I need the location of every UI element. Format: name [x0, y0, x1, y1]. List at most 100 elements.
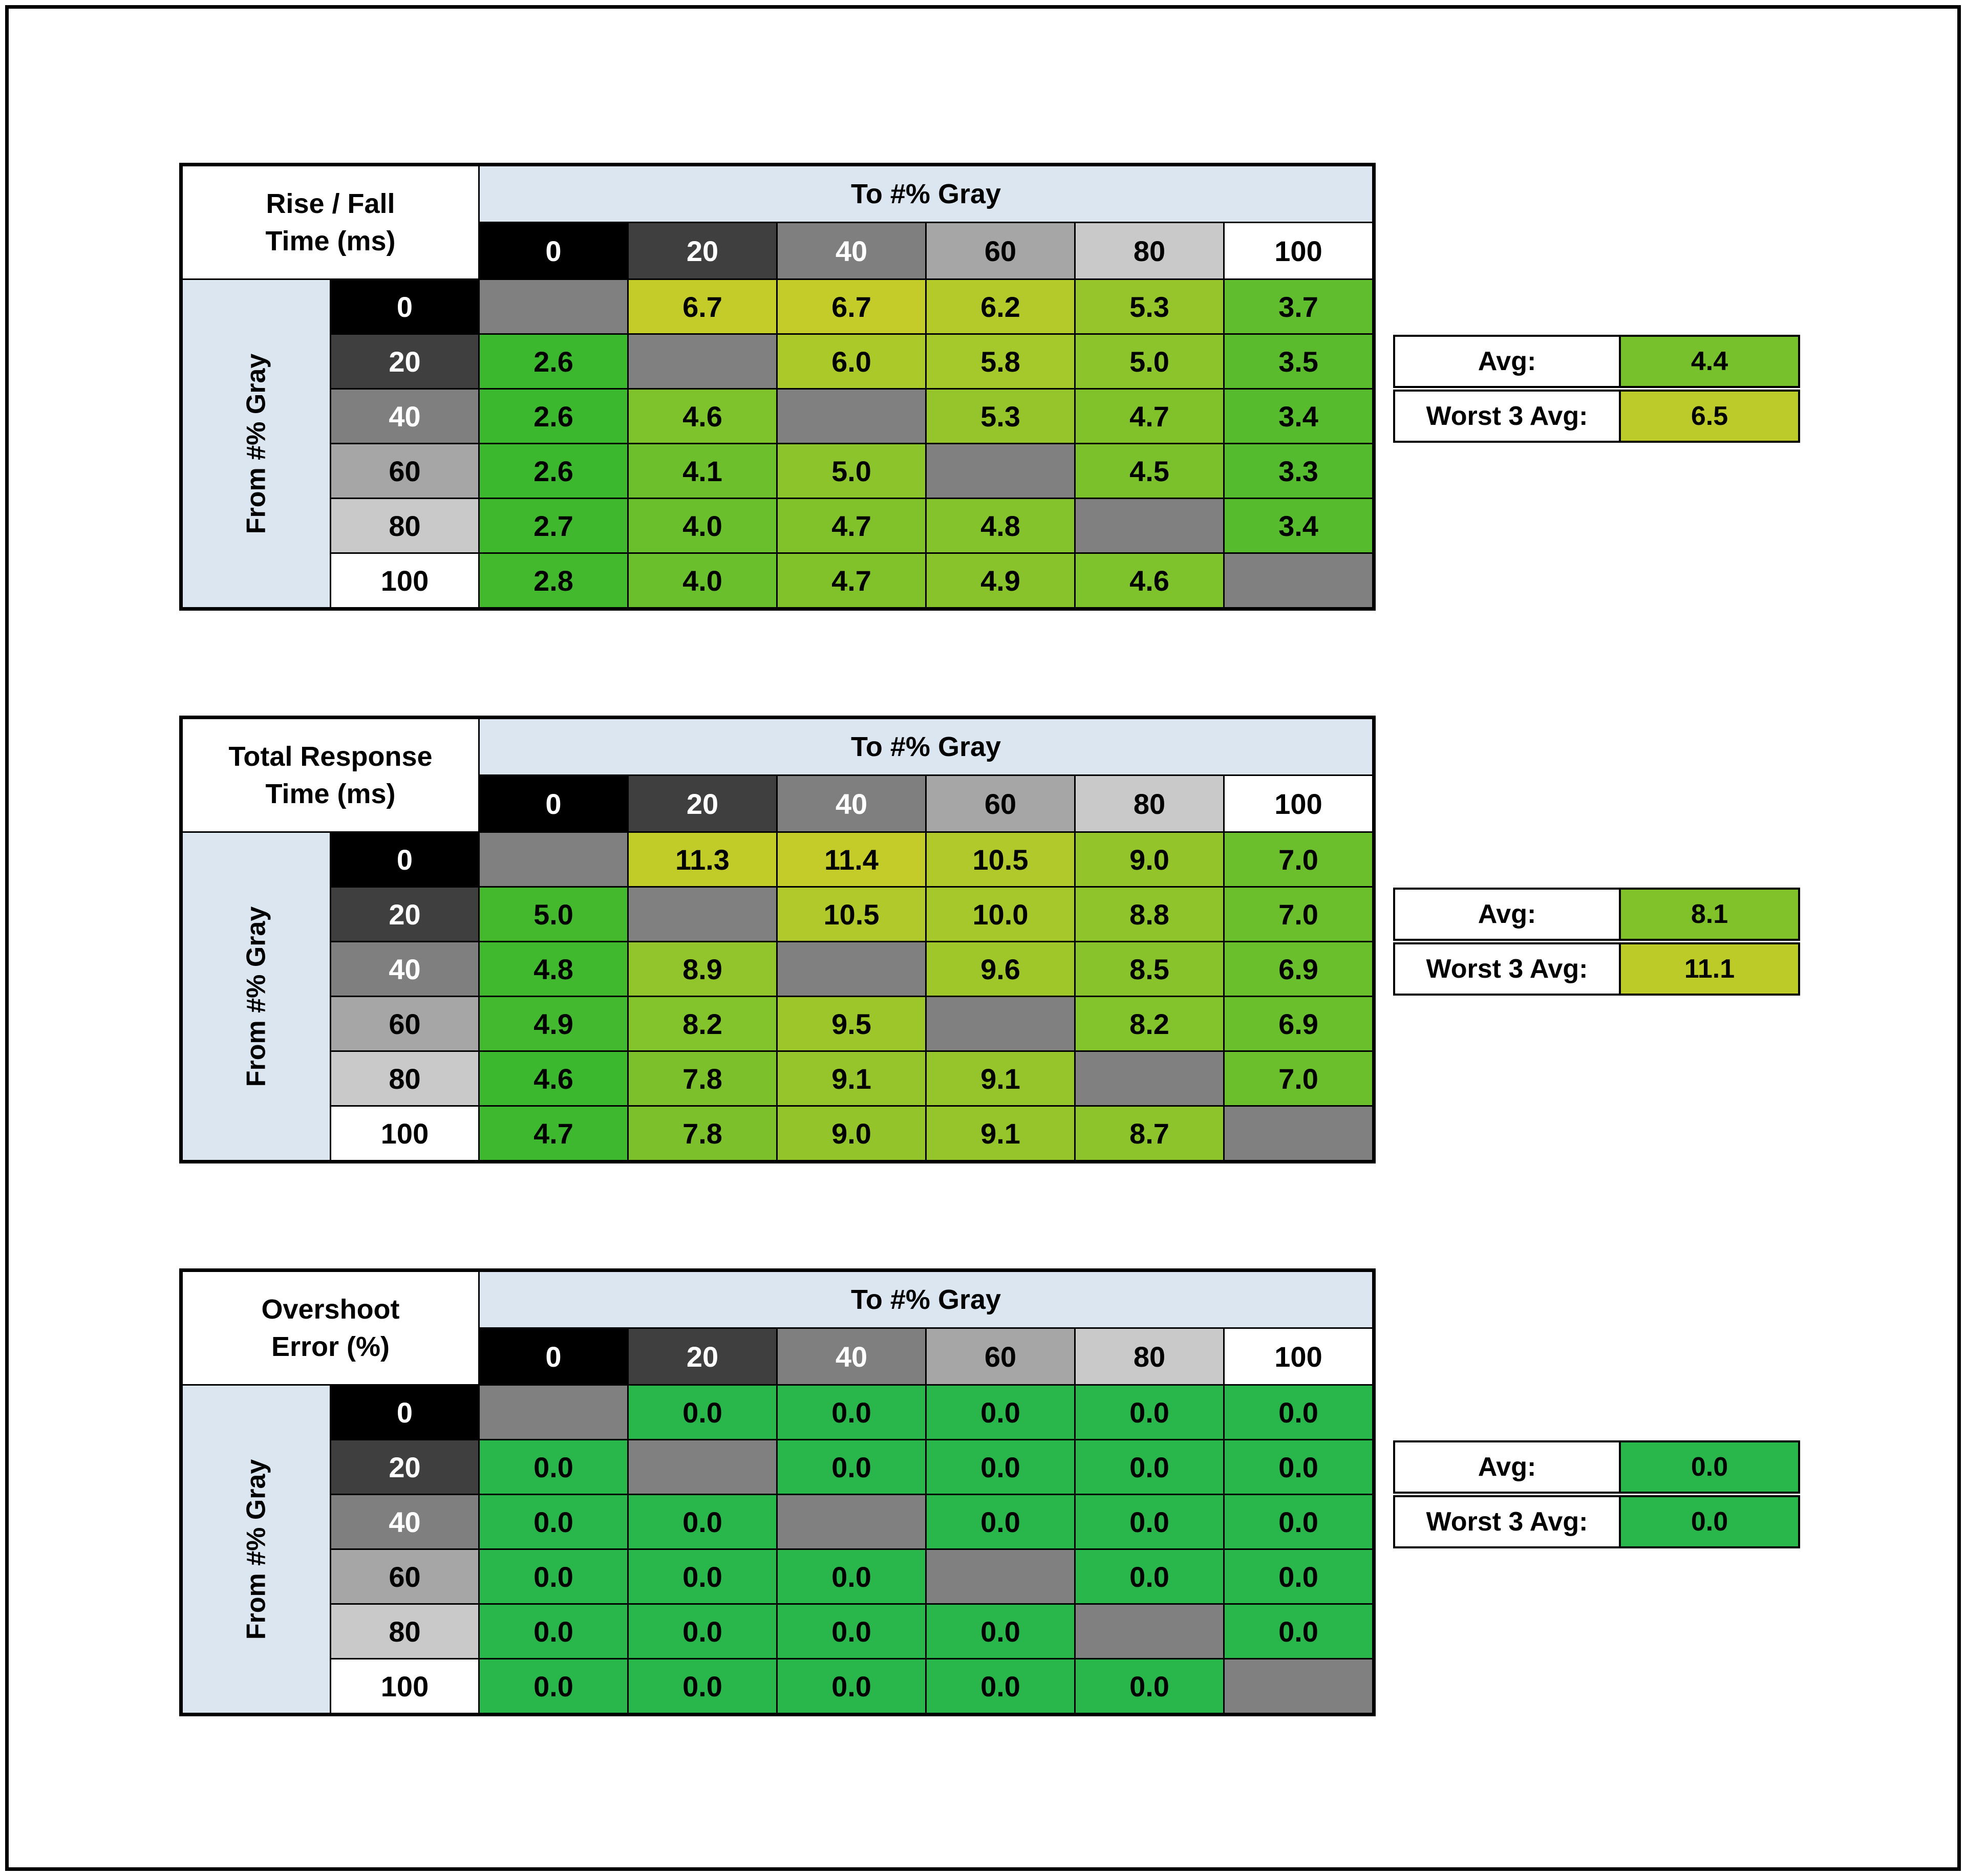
- col-header-20: 20: [629, 776, 776, 831]
- diagonal-cell: [778, 1495, 925, 1548]
- row-header-40: 40: [331, 390, 478, 443]
- diagonal-cell: [778, 942, 925, 996]
- heatmap-cell: 6.7: [629, 280, 776, 333]
- diagonal-cell: [629, 335, 776, 388]
- heatmap-cell: 2.6: [480, 444, 627, 498]
- heatmap-cell: 4.9: [480, 997, 627, 1050]
- diagonal-cell: [1225, 554, 1372, 607]
- heatmap-cell: 4.6: [480, 1052, 627, 1105]
- diagonal-cell: [1076, 1052, 1223, 1105]
- heatmap-cell: 0.0: [1225, 1550, 1372, 1603]
- summary-row: Worst 3 Avg: 11.1: [1393, 942, 1800, 996]
- col-header-20: 20: [629, 1329, 776, 1384]
- heatmap-cell: 5.0: [778, 444, 925, 498]
- heatmap-cell: 10.5: [778, 888, 925, 941]
- col-header-100: 100: [1225, 776, 1372, 831]
- col-axis-label: To #% Gray: [480, 1272, 1372, 1327]
- heatmap-cell: 7.8: [629, 1107, 776, 1160]
- heatmap-cell: 6.7: [778, 280, 925, 333]
- row-header-40: 40: [331, 1495, 478, 1548]
- table-title-line: Time (ms): [265, 225, 396, 256]
- row-header-40: 40: [331, 942, 478, 996]
- heatmap-cell: 4.7: [1076, 390, 1223, 443]
- heatmap-cell: 0.0: [629, 1495, 776, 1548]
- col-header-0: 0: [480, 776, 627, 831]
- row-header-20: 20: [331, 335, 478, 388]
- worst3_avg-value: 11.1: [1621, 942, 1800, 996]
- heatmap-cell: 8.7: [1076, 1107, 1223, 1160]
- diagonal-cell: [1225, 1659, 1372, 1713]
- diagonal-cell: [1076, 499, 1223, 552]
- diagonal-cell: [927, 444, 1074, 498]
- row-header-80: 80: [331, 1052, 478, 1105]
- col-header-60: 60: [927, 776, 1074, 831]
- heatmap-cell: 0.0: [778, 1440, 925, 1494]
- heatmap-cell: 0.0: [1076, 1550, 1223, 1603]
- heatmap-cell: 0.0: [927, 1386, 1074, 1439]
- heatmap-cell: 0.0: [629, 1550, 776, 1603]
- heatmap-cell: 0.0: [927, 1440, 1074, 1494]
- heatmap-cell: 5.0: [480, 888, 627, 941]
- heatmap-cell: 6.0: [778, 335, 925, 388]
- col-header-80: 80: [1076, 1329, 1223, 1384]
- heatmap-grid: Rise / Fall Time (ms) To #% Gray 0 20 40 60 80 1…: [179, 163, 1376, 611]
- heatmap-cell: 0.0: [629, 1605, 776, 1658]
- heatmap-cell: 2.7: [480, 499, 627, 552]
- avg-label: Avg:: [1393, 888, 1621, 941]
- heatmap-cell: 4.6: [1076, 554, 1223, 607]
- heatmap-cell: 0.0: [629, 1386, 776, 1439]
- heatmap-cell: 9.1: [927, 1107, 1074, 1160]
- heatmap-cell: 7.0: [1225, 833, 1372, 886]
- heatmap-cell: 2.8: [480, 554, 627, 607]
- diagonal-cell: [480, 280, 627, 333]
- heatmap-cell: 3.4: [1225, 499, 1372, 552]
- heatmap-cell: 0.0: [480, 1495, 627, 1548]
- heatmap-cell: 7.8: [629, 1052, 776, 1105]
- diagonal-cell: [927, 997, 1074, 1050]
- heatmap-cell: 3.5: [1225, 335, 1372, 388]
- table-title-line: Error (%): [271, 1331, 390, 1362]
- row-header-80: 80: [331, 499, 478, 552]
- heatmap-cell: 4.8: [480, 942, 627, 996]
- diagonal-cell: [1225, 1107, 1372, 1160]
- heatmap-cell: 9.1: [778, 1052, 925, 1105]
- summary-panel: Avg: 0.0 Worst 3 Avg: 0.0: [1393, 1440, 1800, 1550]
- col-header-0: 0: [480, 223, 627, 278]
- heatmap-cell: 10.5: [927, 833, 1074, 886]
- heatmap-cell: 8.2: [629, 997, 776, 1050]
- worst3_avg-label: Worst 3 Avg:: [1393, 390, 1621, 443]
- avg-value: 8.1: [1621, 888, 1800, 941]
- worst3_avg-label: Worst 3 Avg:: [1393, 942, 1621, 996]
- heatmap-cell: 0.0: [778, 1605, 925, 1658]
- heatmap-cell: 0.0: [1076, 1659, 1223, 1713]
- table-title-line: Total Response: [228, 741, 433, 772]
- col-header-40: 40: [778, 776, 925, 831]
- worst3_avg-value: 0.0: [1621, 1495, 1800, 1548]
- diagonal-cell: [480, 833, 627, 886]
- worst3_avg-value: 6.5: [1621, 390, 1800, 443]
- row-header-20: 20: [331, 888, 478, 941]
- diagonal-cell: [629, 888, 776, 941]
- heatmap-cell: 4.7: [778, 499, 925, 552]
- row-header-100: 100: [331, 554, 478, 607]
- col-header-60: 60: [927, 1329, 1074, 1384]
- heatmap-cell: 0.0: [1225, 1386, 1372, 1439]
- heatmap-cell: 0.0: [778, 1659, 925, 1713]
- heatmap-cell: 0.0: [1076, 1440, 1223, 1494]
- heatmap-cell: 0.0: [778, 1550, 925, 1603]
- heatmap-cell: 8.2: [1076, 997, 1223, 1050]
- row-header-0: 0: [331, 1386, 478, 1439]
- heatmap-cell: 4.5: [1076, 444, 1223, 498]
- table-title: Total Response Time (ms): [183, 719, 478, 831]
- table-title: Rise / Fall Time (ms): [183, 166, 478, 278]
- summary-row: Worst 3 Avg: 6.5: [1393, 390, 1800, 443]
- heatmap-cell: 0.0: [927, 1659, 1074, 1713]
- heatmap-cell: 0.0: [927, 1495, 1074, 1548]
- heatmap-cell: 3.4: [1225, 390, 1372, 443]
- row-header-100: 100: [331, 1107, 478, 1160]
- table-title: Overshoot Error (%): [183, 1272, 478, 1384]
- avg-label: Avg:: [1393, 1440, 1621, 1494]
- heatmap-cell: 5.8: [927, 335, 1074, 388]
- heatmap-cell: 5.3: [1076, 280, 1223, 333]
- row-axis-label: From #% Gray: [183, 1386, 330, 1713]
